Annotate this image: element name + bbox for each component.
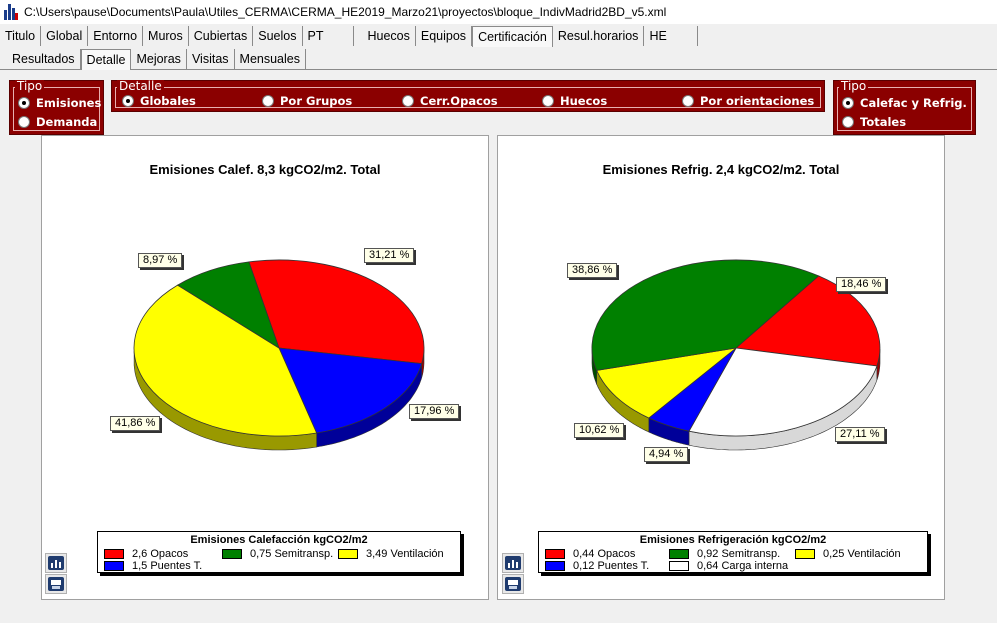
radio-dot-icon [18, 116, 30, 128]
radio-dot-icon [542, 95, 554, 107]
pie-percent-label: 27,11 % [835, 427, 885, 442]
radio-emisiones[interactable]: Emisiones [18, 96, 101, 110]
radio-label: Demanda [36, 115, 98, 129]
pie-percent-label: 4,94 % [644, 447, 689, 462]
legend-title: Emisiones Calefacción kgCO2/m2 [190, 534, 368, 546]
radio-label: Calefac y Refrig. [860, 96, 967, 110]
pie-percent-label: 18,46 % [836, 277, 887, 292]
print-button[interactable] [45, 574, 67, 594]
radio-label: Por orientaciones [700, 94, 815, 108]
pie-slice [735, 275, 881, 367]
cooling-pie-chart [591, 259, 881, 451]
radio-label: Totales [860, 115, 907, 129]
subtab-resultados[interactable]: Resultados [0, 49, 81, 69]
pie-percent-label: 41,86 % [110, 416, 161, 431]
print-button[interactable] [502, 574, 524, 594]
legend-item: 0,44 Opacos [545, 548, 635, 560]
chart-type-button[interactable] [502, 553, 524, 573]
tab-huecos[interactable]: Huecos [362, 26, 416, 46]
subtab-visitas[interactable]: Visitas [186, 49, 235, 69]
radio-calefac-refrig[interactable]: Calefac y Refrig. [842, 96, 967, 110]
pie-percent-label: 31,21 % [364, 248, 415, 263]
pie-percent-label: 10,62 % [574, 423, 625, 438]
pie-slice [133, 284, 318, 437]
tab-entorno[interactable]: Entorno [88, 26, 144, 46]
subtab-mejoras[interactable]: Mejoras [131, 49, 187, 69]
legend-item: 0,75 Semitransp. [222, 548, 333, 560]
tipo-legend: Tipo [839, 79, 869, 93]
pie-slice [596, 347, 738, 419]
pie-slice [278, 347, 423, 434]
tipo-group-right: Tipo Calefac y Refrig. Totales [833, 80, 976, 135]
radio-cerr-opacos[interactable]: Cerr.Opacos [402, 94, 498, 108]
radio-dot-icon [262, 95, 274, 107]
radio-dot-icon [18, 97, 30, 109]
chart-type-button[interactable] [45, 553, 67, 573]
tipo-legend: Tipo [15, 79, 45, 93]
pie-slice [688, 347, 878, 437]
chart-legend: Emisiones Refrigeración kgCO2/m2 0,44 Op… [538, 531, 928, 573]
radio-label: Huecos [560, 94, 608, 108]
tab-muros[interactable]: Muros [143, 26, 189, 46]
printer-icon [505, 577, 521, 591]
chart-title: Emisiones Refrig. 2,4 kgCO2/m2. Total [602, 162, 840, 177]
legend-item: 2,6 Opacos [104, 548, 188, 560]
tab-titulo[interactable]: Titulo [0, 26, 42, 46]
printer-icon [48, 577, 64, 591]
radio-por-grupos[interactable]: Por Grupos [262, 94, 352, 108]
legend-title: Emisiones Refrigeración kgCO2/m2 [639, 534, 827, 546]
radio-totales[interactable]: Totales [842, 115, 906, 129]
heating-chart-panel: Emisiones Calef. 8,3 kgCO2/m2. Total Emi… [41, 135, 489, 600]
radio-globales[interactable]: Globales [122, 94, 196, 108]
radio-dot-icon [402, 95, 414, 107]
radio-demanda[interactable]: Demanda [18, 115, 97, 129]
legend-item: 1,5 Puentes T. [104, 560, 202, 572]
tab-cubiertas[interactable]: Cubiertas [188, 26, 254, 46]
legend-item: 3,49 Ventilación [338, 548, 444, 560]
pie-percent-label: 8,97 % [138, 253, 183, 268]
bar-chart-icon [505, 556, 521, 570]
pie-percent-label: 38,86 % [567, 263, 618, 278]
chart-legend: Emisiones Calefacción kgCO2/m2 2,6 Opaco… [97, 531, 461, 573]
tab-suelos[interactable]: Suelos [253, 26, 303, 46]
tab-certificacion[interactable]: Certificación [472, 26, 553, 47]
radio-por-orientaciones[interactable]: Por orientaciones [682, 94, 814, 108]
detalle-group: Detalle Globales Por Grupos Cerr.Opacos … [111, 80, 825, 112]
radio-label: Cerr.Opacos [420, 94, 498, 108]
chart-title: Emisiones Calef. 8,3 kgCO2/m2. Total [149, 162, 381, 177]
window-title: C:\Users\pause\Documents\Paula\Utiles_CE… [24, 5, 667, 19]
subtab-mensuales[interactable]: Mensuales [234, 49, 306, 69]
legend-item: 0,25 Ventilación [795, 548, 901, 560]
pie-slice [248, 259, 425, 365]
tab-he[interactable]: HE [644, 26, 698, 46]
radio-dot-icon [122, 95, 134, 107]
legend-item: 0,64 Carga interna [669, 560, 788, 572]
pie-slice [176, 261, 280, 349]
radio-label: Globales [140, 94, 196, 108]
title-bar: C:\Users\pause\Documents\Paula\Utiles_CE… [0, 0, 997, 24]
detalle-legend: Detalle [117, 79, 164, 93]
radio-dot-icon [842, 97, 854, 109]
radio-huecos[interactable]: Huecos [542, 94, 607, 108]
main-tab-bar: Titulo Global Entorno Muros Cubiertas Su… [0, 24, 997, 47]
radio-dot-icon [682, 95, 694, 107]
bar-chart-icon [48, 556, 64, 570]
radio-label: Emisiones [36, 96, 102, 110]
tab-pt[interactable]: PT [302, 26, 355, 46]
cooling-chart-panel: Emisiones Refrig. 2,4 kgCO2/m2. Total Em… [497, 135, 945, 600]
radio-label: Por Grupos [280, 94, 353, 108]
app-icon [4, 4, 18, 20]
pie-slice [591, 259, 820, 371]
legend-item: 0,12 Puentes T. [545, 560, 649, 572]
legend-item: 0,92 Semitransp. [669, 548, 780, 560]
radio-dot-icon [842, 116, 854, 128]
tipo-group-left: Tipo Emisiones Demanda [9, 80, 104, 135]
tab-global[interactable]: Global [41, 26, 89, 46]
pie-percent-label: 17,96 % [409, 404, 460, 419]
tab-resul-horarios[interactable]: Resul.horarios [552, 26, 645, 46]
tab-equipos[interactable]: Equipos [415, 26, 473, 46]
sub-tab-bar: Resultados Detalle Mejoras Visitas Mensu… [0, 48, 997, 70]
heating-pie-chart [133, 259, 425, 451]
subtab-detalle[interactable]: Detalle [80, 49, 132, 70]
